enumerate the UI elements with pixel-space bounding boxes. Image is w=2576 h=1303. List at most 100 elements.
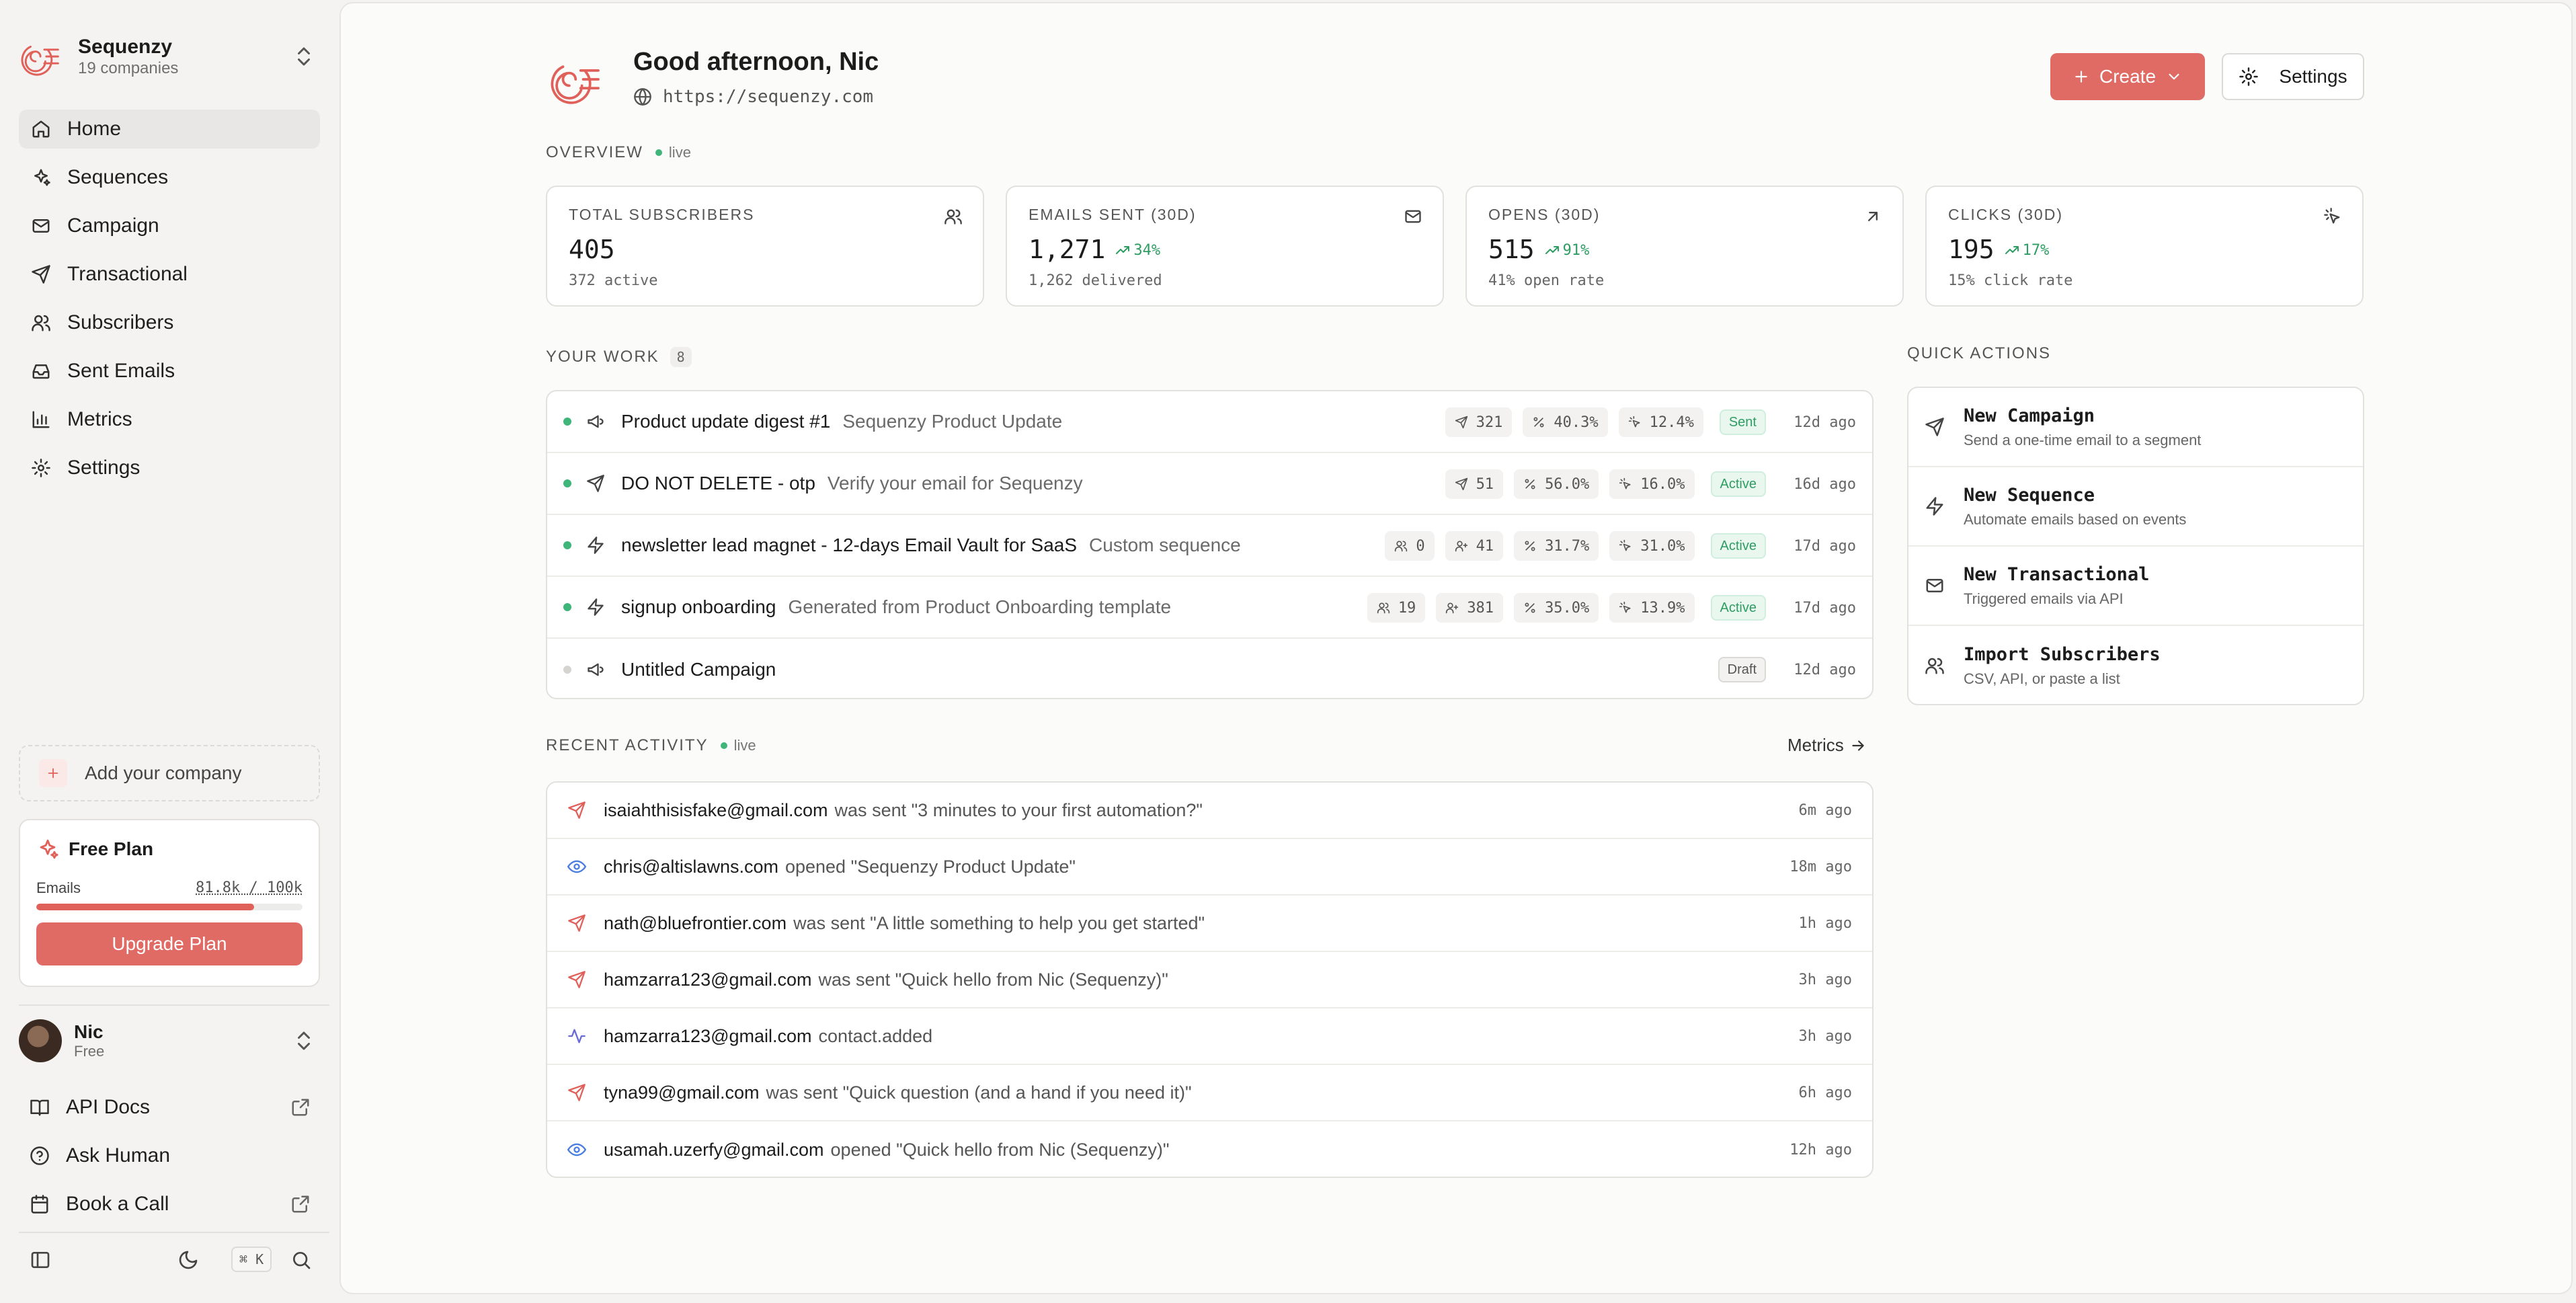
inbox-icon — [32, 364, 50, 379]
eye-icon — [567, 860, 586, 873]
work-row[interactable]: DO NOT DELETE - otp Verify your email for… — [547, 453, 1872, 515]
chevron-down-icon — [2169, 73, 2179, 80]
sidebar-item-label: Sent Emails — [67, 360, 175, 382]
work-row[interactable]: Untitled Campaign Draft 12d ago — [547, 639, 1872, 698]
user-plan: Free — [74, 1043, 105, 1060]
sidebar-item-settings[interactable]: Settings — [19, 448, 320, 487]
sidebar-item-label: Transactional — [67, 263, 188, 285]
plan-usage: 81.8k / 100k — [196, 879, 303, 896]
work-subtitle: Sequenzy Product Update — [842, 411, 1063, 432]
mail-icon — [32, 219, 50, 233]
user-plus-icon — [1446, 602, 1459, 614]
metric-chip: 31.0% — [1609, 531, 1695, 561]
metric-chip: 13.9% — [1609, 593, 1695, 623]
metric-chip-value: 56.0% — [1545, 475, 1590, 493]
sidebar-links: API Docs Ask Human Book a Call — [19, 1088, 321, 1233]
status-badge: Active — [1710, 533, 1766, 559]
work-row[interactable]: signup onboarding Generated from Product … — [547, 577, 1872, 639]
activity-row[interactable]: usamah.uzerfy@gmail.com opened "Quick hel… — [547, 1121, 1872, 1177]
stat-delta: 91% — [1544, 241, 1590, 259]
send-icon — [1455, 477, 1467, 491]
work-time: 12d ago — [1794, 661, 1856, 678]
link-label: Ask Human — [66, 1144, 171, 1167]
sidebar-item-subscribers[interactable]: Subscribers — [19, 303, 320, 342]
new-campaign-action[interactable]: New Campaign Send a one-time email to a … — [1908, 388, 2363, 467]
work-meta: 51 56.0% 16.0% Active 16d ago — [1435, 453, 1856, 515]
sidebar-item-label: Settings — [67, 457, 140, 479]
metric-chip: 321 — [1445, 407, 1513, 437]
activity-row[interactable]: chris@altislawns.com opened "Sequenzy Pro… — [547, 839, 1872, 896]
sidebar-item-campaign[interactable]: Campaign — [19, 206, 320, 245]
users-icon — [32, 315, 50, 331]
work-title: newsletter lead magnet - 12-days Email V… — [621, 535, 1078, 555]
activity-row[interactable]: hamzarra123@gmail.com contact.added 3h ago — [547, 1009, 1872, 1065]
sidebar-item-sequences[interactable]: Sequences — [19, 158, 320, 197]
action-title: New Sequence — [1964, 484, 2095, 506]
activity-row[interactable]: tyna99@gmail.com was sent "Quick question… — [547, 1065, 1872, 1121]
activity-row[interactable]: nath@bluefrontier.com was sent "A little … — [547, 896, 1872, 952]
settings-label: Settings — [2279, 66, 2347, 87]
status-badge: Active — [1710, 471, 1766, 497]
moon-icon[interactable] — [177, 1249, 199, 1271]
sequenzy-logo — [551, 65, 600, 104]
sidebar-item-transactional[interactable]: Transactional — [19, 255, 320, 294]
metric-chip-value: 381 — [1467, 599, 1494, 617]
action-title: Import Subscribers — [1964, 643, 2161, 665]
sidebar-item-home[interactable]: Home — [19, 110, 320, 149]
send-icon — [568, 971, 586, 988]
metrics-link[interactable]: Metrics — [1787, 735, 1867, 756]
new-sequence-action[interactable]: New Sequence Automate emails based on ev… — [1908, 467, 2363, 547]
settings-button[interactable]: Settings — [2222, 53, 2364, 100]
add-company-button[interactable]: Add your company — [19, 745, 320, 801]
overview-label: OVERVIEW — [546, 143, 643, 161]
activity-row[interactable]: hamzarra123@gmail.com was sent "Quick hel… — [547, 952, 1872, 1009]
sidebar-toggle-icon[interactable] — [30, 1249, 51, 1271]
work-row[interactable]: Product update digest #1 Sequenzy Product… — [547, 391, 1872, 453]
api-docs-link[interactable]: API Docs — [19, 1088, 321, 1127]
zap-icon — [588, 598, 604, 616]
avatar — [19, 1019, 62, 1062]
calendar-icon — [31, 1195, 48, 1214]
activity-email: hamzarra123@gmail.com — [604, 969, 812, 990]
stat-sub: 41% open rate — [1488, 272, 1605, 289]
bar-chart-icon — [32, 411, 50, 428]
status-dot — [563, 603, 571, 611]
stat-card-opens[interactable]: OPENS (30D) 515 91% 41% open rate — [1465, 186, 1904, 307]
import-subscribers-action[interactable]: Import Subscribers CSV, API, or paste a … — [1908, 626, 2363, 704]
ask-human-link[interactable]: Ask Human — [19, 1136, 321, 1175]
send-icon — [32, 265, 50, 284]
users-icon — [1377, 602, 1390, 614]
stat-card-clicks[interactable]: CLICKS (30D) 195 17% 15% click rate — [1925, 186, 2364, 307]
send-icon — [568, 1084, 586, 1101]
action-title: New Transactional — [1964, 563, 2150, 585]
company-switcher[interactable]: Sequenzy 19 companies — [19, 32, 321, 81]
metric-chip-value: 31.0% — [1640, 537, 1685, 555]
send-icon — [1455, 416, 1467, 429]
user-menu[interactable]: Nic Free — [19, 1017, 321, 1065]
stat-delta-value: 91% — [1562, 241, 1590, 259]
status-dot — [563, 479, 571, 487]
activity-action: was sent "3 minutes to your first automa… — [834, 799, 1203, 820]
sidebar-item-label: Home — [67, 118, 122, 140]
stat-card-subscribers[interactable]: TOTAL SUBSCRIBERS 405 372 active — [546, 186, 984, 307]
upgrade-plan-button[interactable]: Upgrade Plan — [36, 922, 303, 965]
activity-time: 3h ago — [1798, 1027, 1852, 1045]
activity-action: opened "Sequenzy Product Update" — [784, 856, 1076, 877]
stat-card-emails-sent[interactable]: EMAILS SENT (30D) 1,271 34% 1,262 delive… — [1006, 186, 1444, 307]
new-transactional-action[interactable]: New Transactional Triggered emails via A… — [1908, 547, 2363, 626]
sidebar-item-metrics[interactable]: Metrics — [19, 400, 320, 439]
chevrons-up-down-icon — [298, 47, 310, 66]
activity-action: was sent "Quick question (and a hand if … — [766, 1082, 1192, 1103]
mail-icon — [1405, 210, 1421, 223]
metric-chip-value: 12.4% — [1649, 413, 1694, 431]
create-button[interactable]: Create — [2050, 53, 2205, 100]
book-a-call-link[interactable]: Book a Call — [19, 1185, 321, 1224]
work-row[interactable]: newsletter lead magnet - 12-days Email V… — [547, 515, 1872, 577]
search-icon[interactable] — [290, 1249, 312, 1271]
work-meta: 19 381 35.0% 13.9% Active 17d ago — [1357, 577, 1856, 639]
activity-icon — [568, 1029, 586, 1043]
activity-row[interactable]: isaiahthisisfake@gmail.com was sent "3 mi… — [547, 783, 1872, 839]
sidebar-item-sent-emails[interactable]: Sent Emails — [19, 352, 320, 391]
company-name: Sequenzy — [78, 36, 173, 58]
metric-chip-value: 41 — [1476, 537, 1494, 555]
